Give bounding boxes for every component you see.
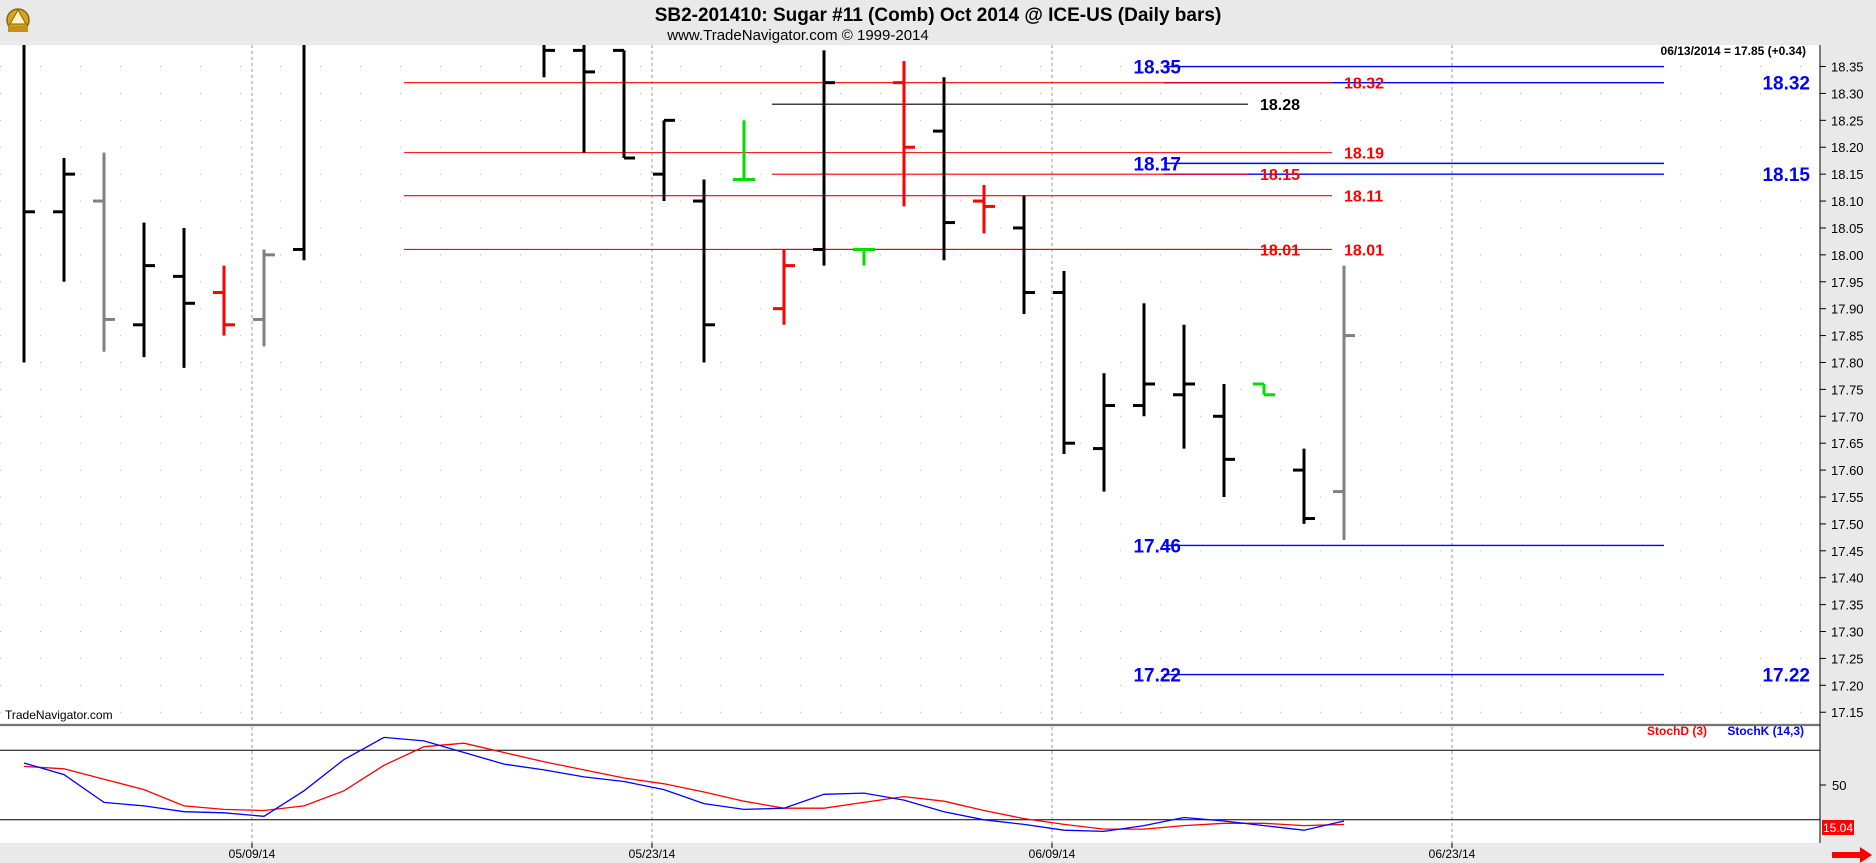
y-tick-label: 18.20 (1831, 140, 1864, 155)
y-tick-label: 17.35 (1831, 598, 1864, 613)
level-label: 18.17 (1133, 154, 1181, 175)
level-label: 18.01 (1344, 242, 1384, 259)
y-tick-label: 17.80 (1831, 355, 1864, 370)
ohlc-bar (653, 118, 675, 202)
trade-navigator-logo (6, 8, 30, 32)
level-label-right: 17.22 (1762, 666, 1810, 687)
ohlc-bar (573, 45, 595, 153)
y-tick-label: 17.50 (1831, 517, 1864, 532)
date-axis: 05/09/14 05/23/14 06/09/14 06/23/14 (229, 843, 1476, 861)
y-tick-label: 17.40 (1831, 571, 1864, 586)
ohlc-bar (613, 48, 635, 160)
ohlc-bar (133, 222, 155, 358)
ohlc-bar (893, 61, 915, 207)
x-tick-label: 05/09/14 (229, 847, 276, 861)
level-label-right: 18.15 (1762, 165, 1810, 186)
ohlc-bar (253, 249, 275, 347)
y-tick-label: 17.65 (1831, 436, 1864, 451)
ohlc-bar (773, 249, 795, 325)
last-quote-label: 06/13/2014 = 17.85 (+0.34) (1661, 44, 1806, 58)
level-label-right: 18.32 (1762, 74, 1810, 95)
ohlc-bar (213, 265, 235, 336)
ohlc-bar (1293, 448, 1315, 524)
y-tick-label: 17.75 (1831, 382, 1864, 397)
ohlc-bar (1093, 373, 1115, 492)
ohlc-bar (1013, 195, 1035, 315)
ohlc-bar (293, 45, 306, 261)
y-tick-label: 18.25 (1831, 113, 1864, 128)
level-label: 18.01 (1260, 242, 1300, 259)
ohlc-bar (853, 247, 875, 266)
ohlc-bar (733, 120, 755, 182)
y-tick-label: 18.15 (1831, 167, 1864, 182)
level-label: 18.32 (1344, 76, 1384, 93)
y-tick-label: 17.30 (1831, 625, 1864, 640)
stoch-d-legend: StochD (3) (1647, 724, 1707, 738)
ohlc-bar (173, 227, 195, 368)
y-tick-label: 17.25 (1831, 651, 1864, 666)
level-label: 17.22 (1133, 666, 1181, 687)
level-label: 17.46 (1133, 536, 1181, 557)
ohlc-bar (53, 158, 75, 282)
level-label: 18.19 (1344, 146, 1384, 163)
y-tick-label: 17.15 (1831, 705, 1864, 720)
y-tick-label: 17.90 (1831, 302, 1864, 317)
y-tick-label: 18.35 (1831, 60, 1864, 75)
ohlc-bar (1173, 324, 1195, 449)
scroll-right-arrow-icon[interactable] (1832, 847, 1872, 863)
y-tick-label: 17.95 (1831, 275, 1864, 290)
y-tick-label: 18.00 (1831, 248, 1864, 263)
x-tick-label: 06/23/14 (1429, 847, 1476, 861)
watermark: TradeNavigator.com (5, 708, 113, 722)
y-tick-label: 18.10 (1831, 194, 1864, 209)
level-label: 18.15 (1260, 167, 1300, 184)
ohlc-bar (933, 77, 955, 261)
y-tick-label: 18.05 (1831, 221, 1864, 236)
stoch-current-value: 15.04 (1823, 821, 1853, 835)
level-label: 18.28 (1260, 97, 1300, 114)
y-tick-label: 17.55 (1831, 490, 1864, 505)
grid (0, 45, 1820, 843)
ohlc-bar (1333, 265, 1355, 541)
stochastic-panel (0, 727, 1820, 843)
stoch-current-box (1822, 820, 1854, 835)
chart-title: SB2-201410: Sugar #11 (Comb) Oct 2014 @ … (655, 5, 1222, 26)
y-tick-label: 17.20 (1831, 678, 1864, 693)
ohlc-bar (93, 152, 115, 352)
y-tick-label: 18.30 (1831, 86, 1864, 101)
ohlc-bar (1253, 382, 1275, 397)
level-label: 18.11 (1344, 189, 1383, 206)
ohlc-bars (22, 45, 1355, 541)
chart-subtitle: www.TradeNavigator.com © 1999-2014 (666, 27, 928, 44)
ohlc-bar (813, 50, 835, 266)
ohlc-bar (693, 179, 715, 363)
y-tick-label: 17.85 (1831, 329, 1864, 344)
ohlc-bar (1213, 384, 1235, 497)
price-axis: 18.35 18.30 18.25 18.20 18.15 18.10 18.05 18.00… (1820, 60, 1864, 720)
x-tick-label: 05/23/14 (629, 847, 676, 861)
level-label: 18.35 (1133, 58, 1181, 79)
ohlc-bar (1133, 303, 1155, 417)
ohlc-bar (22, 45, 35, 363)
stochastic-lines (0, 736, 1826, 833)
ohlc-bar (542, 45, 555, 78)
stoch-tick-50: 50 (1832, 778, 1846, 793)
y-tick-label: 17.60 (1831, 463, 1864, 478)
price-levels: 18.35 18.32 18.17 18.15 17.46 17.22 17.22 18.32… (404, 58, 1810, 687)
stoch-k-legend: StochK (14,3) (1727, 724, 1804, 738)
stoch-k-line (23, 736, 1345, 833)
x-tick-label: 06/09/14 (1029, 847, 1076, 861)
ohlc-bar (973, 184, 995, 234)
ohlc-bar (1053, 271, 1075, 454)
y-tick-label: 17.45 (1831, 544, 1864, 559)
y-tick-label: 17.70 (1831, 409, 1864, 424)
